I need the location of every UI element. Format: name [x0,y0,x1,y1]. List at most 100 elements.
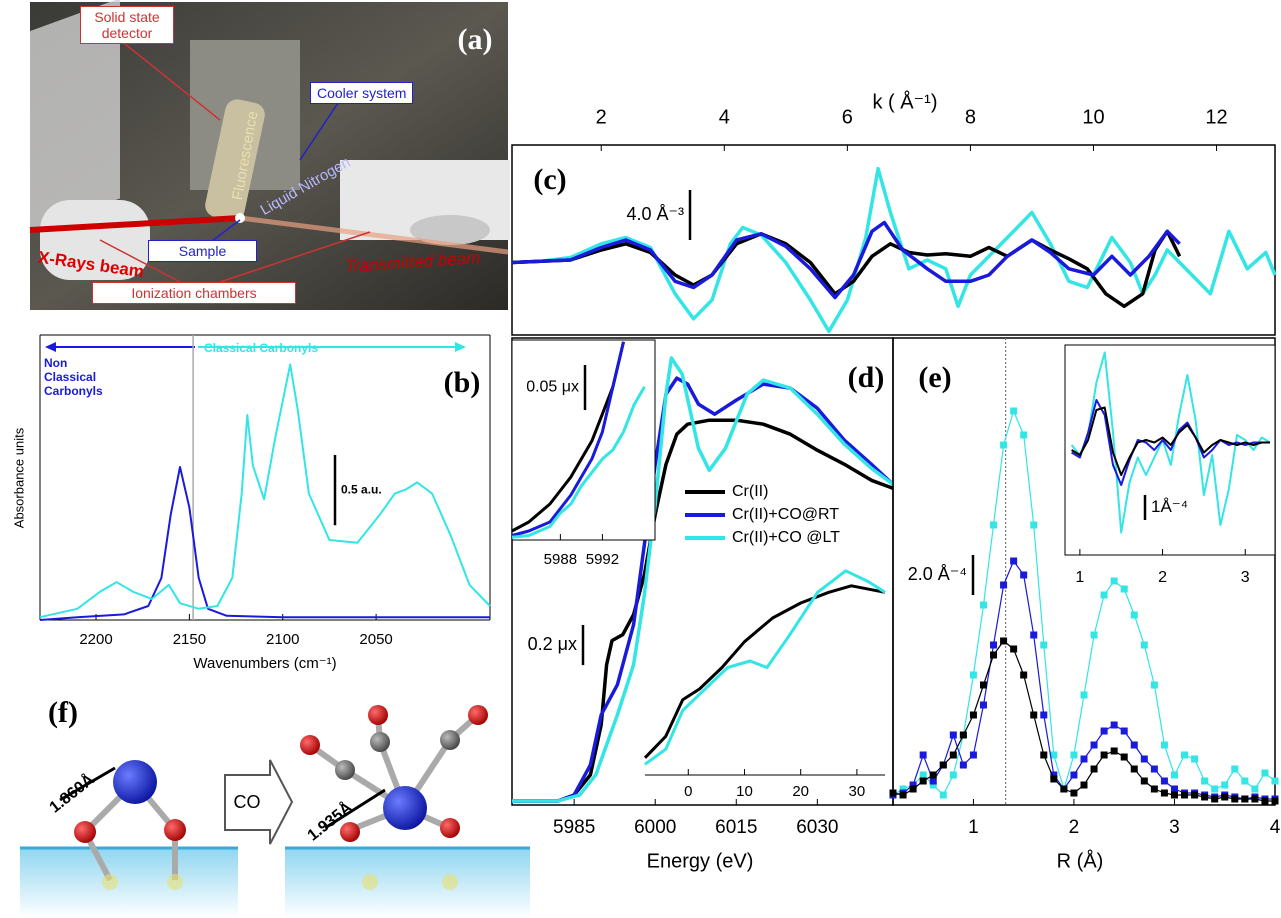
data-point [979,601,987,609]
cr-atom [383,786,427,830]
reagent: CO [234,792,261,812]
series-line [39,466,490,621]
x-tick-label: 8 [965,106,976,128]
data-point [1221,793,1229,801]
data-point [1211,785,1219,793]
data-point [1030,711,1038,719]
data-point [1110,721,1118,729]
data-point [1000,441,1008,449]
o-atom [368,705,388,725]
data-point [1050,775,1058,783]
data-point [899,785,907,793]
data-point [919,771,927,779]
data-point [949,751,957,759]
data-point [1080,691,1088,699]
series-line [1071,406,1270,476]
data-point [1140,641,1148,649]
data-point [1020,431,1028,439]
data-point [1030,521,1038,529]
data-point [1160,789,1168,797]
distance-arrow [324,788,386,830]
data-point [1130,741,1138,749]
x-tick-label: 2100 [266,631,299,648]
x-axis-label: Energy (eV) [647,850,754,872]
x-tick-label: 0 [684,783,692,800]
data-point [939,761,947,769]
x-axis-label: Wavenumbers (cm⁻¹) [193,655,336,672]
x-tick-label: 12 [1205,106,1227,128]
x-tick-label: 6 [842,106,853,128]
data-point [1100,751,1108,759]
series-line [512,376,895,803]
data-point [1120,753,1128,761]
data-point [1000,581,1008,589]
si-atom [102,874,118,890]
cooler [410,215,490,245]
si-atom [442,874,458,890]
data-point [1271,797,1279,805]
data-point [1170,791,1178,799]
data-point [1191,791,1199,799]
legend-label: Cr(II)+CO@RT [732,506,839,523]
c-atom [335,760,355,780]
panel-label: (f) [48,696,78,729]
data-point [1100,727,1108,735]
x-tick-label: 10 [1082,106,1104,128]
series-line [643,584,886,759]
y-axis-label: Absorbance units [11,427,26,528]
series-line [644,569,886,766]
data-point [1201,777,1209,785]
panel-label: (e) [918,361,951,394]
data-point [1010,407,1018,415]
data-point [1150,785,1158,793]
surface [285,848,530,918]
pointer [299,99,341,161]
o-atom [164,819,186,841]
data-point [1231,765,1239,773]
callout: Ionization chambers [92,282,296,304]
legend-label: Cr(II)+CO @LT [732,529,840,546]
data-point [1090,741,1098,749]
callout: Sample [148,240,257,262]
cr-atom [113,760,157,804]
data-point [909,781,917,789]
data-point [1221,781,1229,789]
x-tick-label: 1 [968,817,979,838]
data-point [949,771,957,779]
detector-body [30,0,120,232]
bond-length: 1.860Å [45,769,98,816]
x-tick-label: 5985 [553,817,595,838]
x-tick-label: 5988 [544,551,577,568]
x-ray-beam [29,215,241,233]
data-point [1130,611,1138,619]
data-point [929,771,937,779]
data-point [1140,755,1148,763]
series-line [1070,351,1271,534]
data-point [1150,681,1158,689]
arrow-head [45,342,56,352]
data-point [1110,747,1118,755]
data-point [939,791,947,799]
x-tick-label: 3 [1169,817,1180,838]
data-point [1040,641,1048,649]
data-point [1090,765,1098,773]
x-tick-label: 4 [719,106,730,128]
panel-label: (d) [848,361,885,394]
data-point [1170,785,1178,793]
sample-point [235,213,245,223]
data-point [1181,751,1189,759]
series-line [511,166,1277,334]
x-tick-label: 2150 [173,631,206,648]
c-atom [440,730,460,750]
distance-arrow [59,766,116,802]
data-point [1070,789,1078,797]
data-point [1050,771,1058,779]
scale-bar-label: 0.05 μx [526,379,579,396]
data-point [919,777,927,785]
pointer [99,239,181,283]
callout: Solid state detector [80,6,174,44]
photo: (a) Fluorescence Liquid Nitrogen X-Rays … [29,0,510,310]
x-tick-label: 3 [1241,569,1250,586]
si-atom [362,874,378,890]
